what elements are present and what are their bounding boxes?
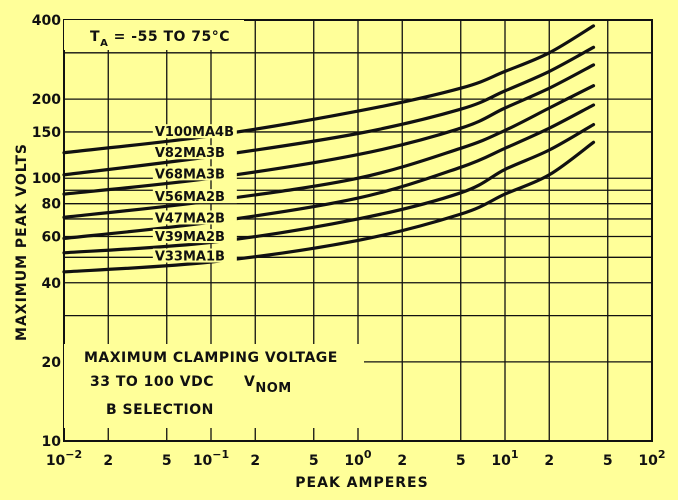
x-tick-label: 10−1 [193,448,229,469]
series-line-v39ma2b [62,123,596,255]
series-label-bg [152,210,237,225]
series-line-v47ma2b [62,103,596,240]
y-tick-label: 200 [32,92,61,108]
y-tick-label: 100 [32,171,61,187]
y-tick-label: 60 [42,230,62,246]
y-axis-title: MAXIMUM PEAK VOLTS [14,143,30,341]
x-tick-label: 5 [309,453,319,469]
x-tick-label: 2 [397,453,407,469]
series-line-v68ma3b [62,63,596,196]
x-axis-title: PEAK AMPERES [295,475,428,491]
grid-layer [63,19,653,442]
x-tick-label: 101 [491,448,518,469]
series-label-v100ma4b: V100MA4B [155,125,234,140]
series-label-bg [152,229,237,244]
x-tick-label: 2 [103,453,113,469]
series-line-v56ma2b [62,84,596,219]
series-label-bg [152,248,237,263]
x-tick-label: 5 [456,453,466,469]
series-line-v100ma4b [62,24,596,155]
y-tick-label: 20 [42,355,62,371]
x-tick-label: 102 [638,448,665,469]
series-label-bg [152,166,237,181]
series-label-v56ma2b: V56MA2B [155,190,225,205]
temperature-note: TA = -55 TO 75°C [90,29,230,49]
clamping-note-line3: B SELECTION [106,402,214,418]
series-layer: V100MA4B V82MA3B V68MA3B V56MA2B V47MA2B V39M… [62,24,596,274]
y-tick-label: 40 [42,276,62,292]
series-label-bg [152,189,237,204]
tick-layer: 10−2 2 5 10−1 2 5 100 2 5 101 2 5 102 10 20 40 60 80 100 15… [32,13,666,469]
x-tick-label: 5 [162,453,172,469]
x-tick-label: 100 [344,448,371,469]
x-tick-label: 5 [603,453,613,469]
series-label-v47ma2b: V47MA2B [155,211,225,226]
series-label-v33ma1b: V33MA1B [155,250,225,265]
x-tick-label: 2 [250,453,260,469]
x-tick-label: 2 [544,453,554,469]
temperature-note-box [64,20,244,50]
series-line-v82ma3b [62,45,596,177]
series-label-v68ma3b: V68MA3B [155,167,225,182]
clamping-note-line2: 33 TO 100 VDC [90,374,214,390]
y-tick-label: 150 [32,125,61,141]
series-label-v82ma3b: V82MA3B [155,146,225,161]
series-line-v33ma1b [62,140,596,274]
series-label-bg [152,145,237,160]
series-label-bg [152,124,237,139]
series-label-v39ma2b: V39MA2B [155,230,225,245]
y-tick-label: 10 [42,434,62,450]
clamping-note-line1: MAXIMUM CLAMPING VOLTAGE [84,350,338,366]
y-tick-label: 400 [32,13,61,29]
y-tick-label: 80 [42,197,62,213]
vnom-label: VNOM [244,374,292,396]
clamping-note-box [64,344,364,428]
plot-frame [63,19,653,442]
x-tick-label: 10−2 [46,448,82,469]
